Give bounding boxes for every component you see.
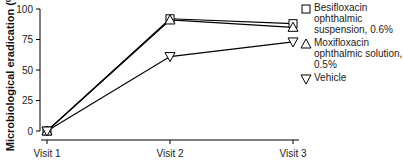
x-tick-label: Visit 2 <box>156 148 183 159</box>
y-tick <box>36 100 40 101</box>
y-tick-label: 0 <box>27 126 33 137</box>
point <box>165 53 175 62</box>
point <box>288 22 298 31</box>
legend-label: Moxifloxacin ophthalmic solution, 0.5% <box>314 37 402 70</box>
y-tick <box>36 131 40 132</box>
x-tick-label: Visit 1 <box>33 148 60 159</box>
y-axis-label: Microbiological eradication (%) <box>4 0 16 151</box>
y-tick-label: 100 <box>16 4 33 15</box>
y-tick <box>36 70 40 71</box>
legend: Besifloxacin ophthalmic suspension, 0.6%… <box>300 2 403 85</box>
legend-item: Vehicle <box>300 72 403 83</box>
point <box>42 126 52 135</box>
point <box>288 38 298 47</box>
series-line <box>47 20 293 131</box>
legend-marker <box>300 3 312 15</box>
y-tick-label: 25 <box>22 95 34 106</box>
legend-item: Besifloxacin ophthalmic suspension, 0.6% <box>300 2 403 35</box>
series-line <box>47 19 293 131</box>
legend-symbol <box>301 39 311 48</box>
legend-label: Vehicle <box>314 72 346 83</box>
y-tick <box>36 39 40 40</box>
legend-label: Besifloxacin ophthalmic suspension, 0.6% <box>314 2 393 35</box>
x-tick <box>170 140 171 144</box>
legend-item: Moxifloxacin ophthalmic solution, 0.5% <box>300 37 403 70</box>
x-tick <box>293 140 294 144</box>
y-tick <box>36 9 40 10</box>
point <box>165 15 175 24</box>
legend-symbol <box>301 75 311 84</box>
legend-marker <box>300 38 312 50</box>
point <box>43 127 51 135</box>
y-tick-label: 50 <box>22 65 34 76</box>
legend-symbol <box>302 5 310 13</box>
y-tick-label: 75 <box>22 34 34 45</box>
x-tick-label: Visit 3 <box>279 148 306 159</box>
plot-area <box>42 15 298 136</box>
legend-marker <box>300 73 312 85</box>
point <box>42 127 52 136</box>
x-tick <box>47 140 48 144</box>
series-line <box>47 42 293 131</box>
